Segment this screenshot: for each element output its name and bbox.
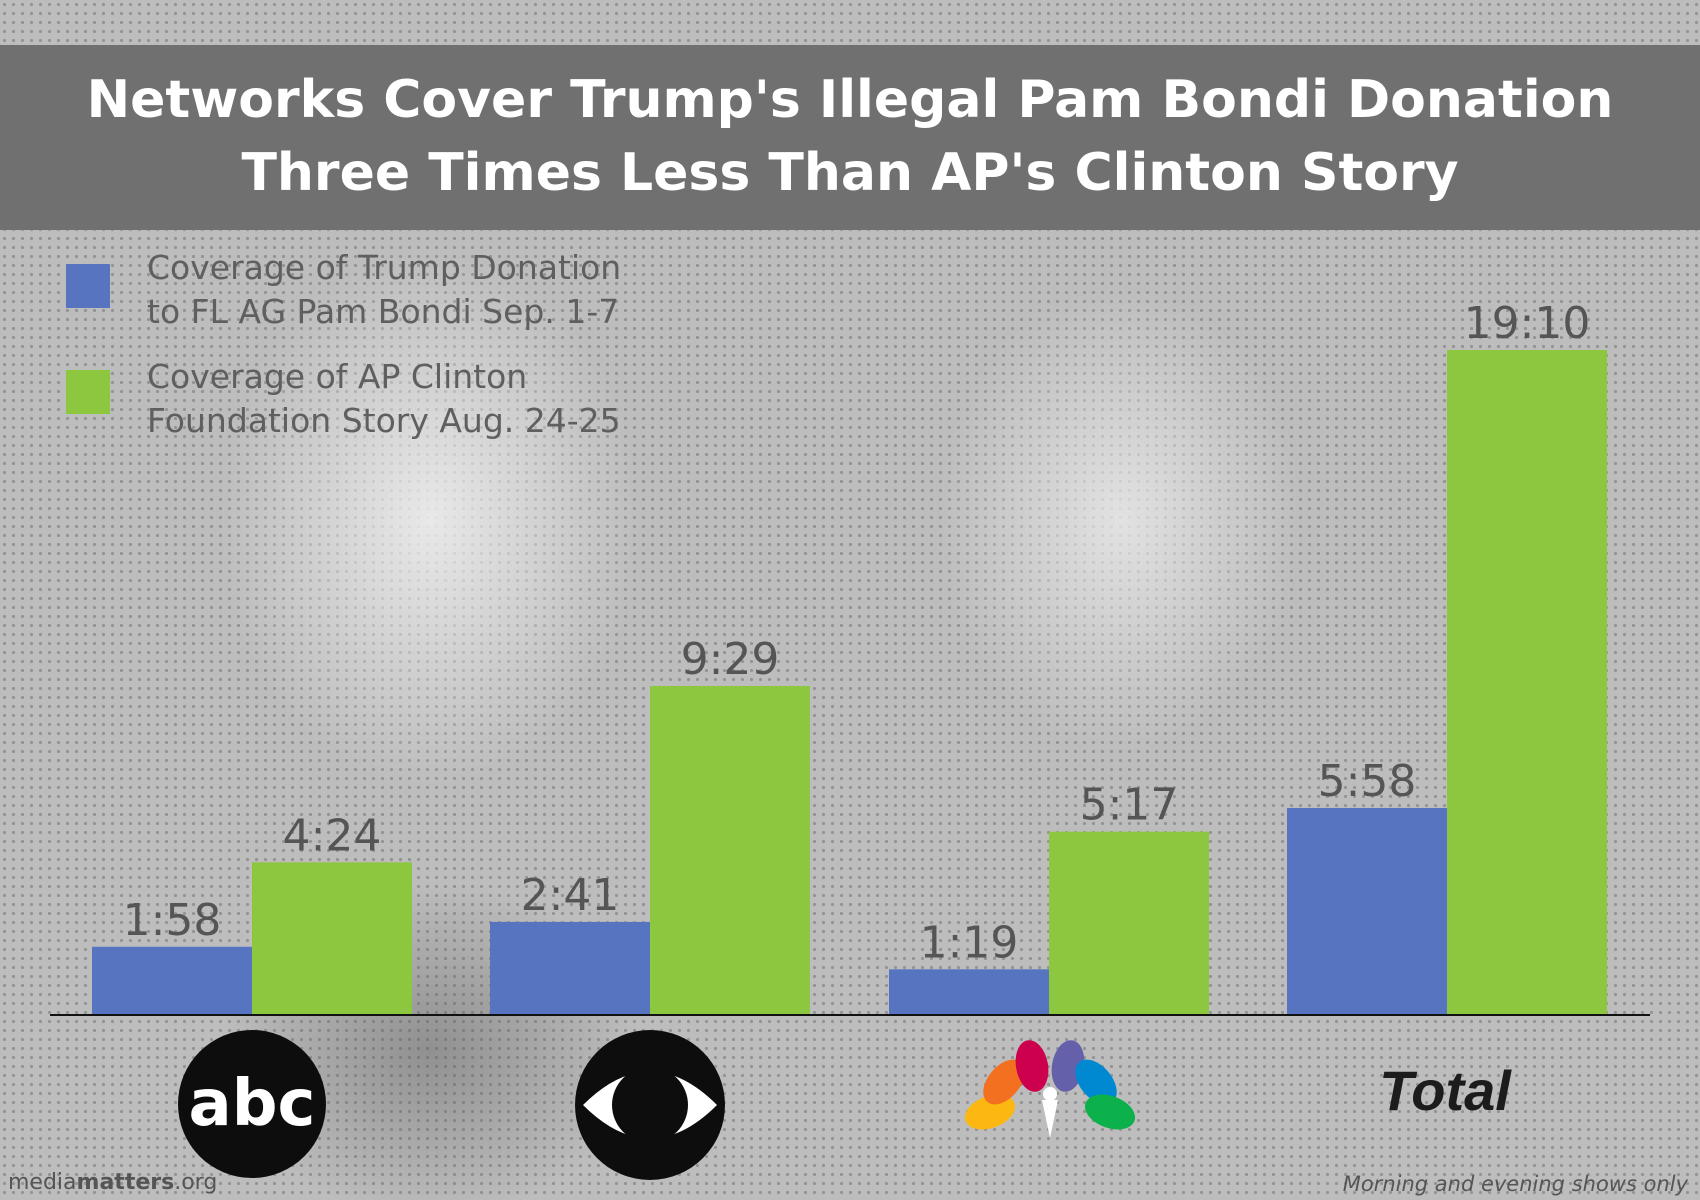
bar-clinton-abc [252,862,412,1015]
footer-note: Morning and evening shows only [1342,1172,1688,1196]
legend-label-trump: Coverage of Trump Donation to FL AG Pam … [147,248,622,331]
data-label-clinton-nbc: 5:17 [1080,780,1179,831]
data-label-trump-cbs: 2:41 [521,870,620,921]
bar-clinton-nbc [1049,831,1209,1015]
data-label-trump-nbc: 1:19 [920,917,1019,968]
data-label-trump-total: 5:58 [1318,756,1417,807]
legend-swatch-trump [66,264,110,308]
bar-clinton-total [1447,350,1607,1015]
cbs-eye-logo-icon [575,1030,725,1180]
bar-clinton-cbs [650,685,810,1015]
nbc-peacock-logo-icon [964,1040,1136,1138]
data-label-trump-abc: 1:58 [123,895,222,946]
chart-title-line-1: Networks Cover Trump's Illegal Pam Bondi… [86,70,1614,130]
data-label-clinton-total: 19:10 [1464,298,1591,349]
category-label-total: Total [1379,1059,1511,1122]
legend-label-clinton: Coverage of AP Clinton Foundation Story … [147,357,621,440]
chart-title-line-2: Three Times Less Than AP's Clinton Story [241,143,1459,203]
abc-logo-text: abc [189,1067,316,1141]
bar-trump-cbs [490,921,650,1015]
title-band [0,45,1700,230]
bar-trump-total [1287,807,1447,1015]
abc-logo-icon: abc [178,1030,326,1178]
data-label-clinton-cbs: 9:29 [681,634,780,685]
footer-brand: mediamatters.org [8,1170,218,1195]
legend-swatch-clinton [66,370,110,414]
bar-trump-nbc [889,969,1049,1015]
data-label-clinton-abc: 4:24 [283,810,382,861]
bar-trump-abc [92,946,252,1015]
